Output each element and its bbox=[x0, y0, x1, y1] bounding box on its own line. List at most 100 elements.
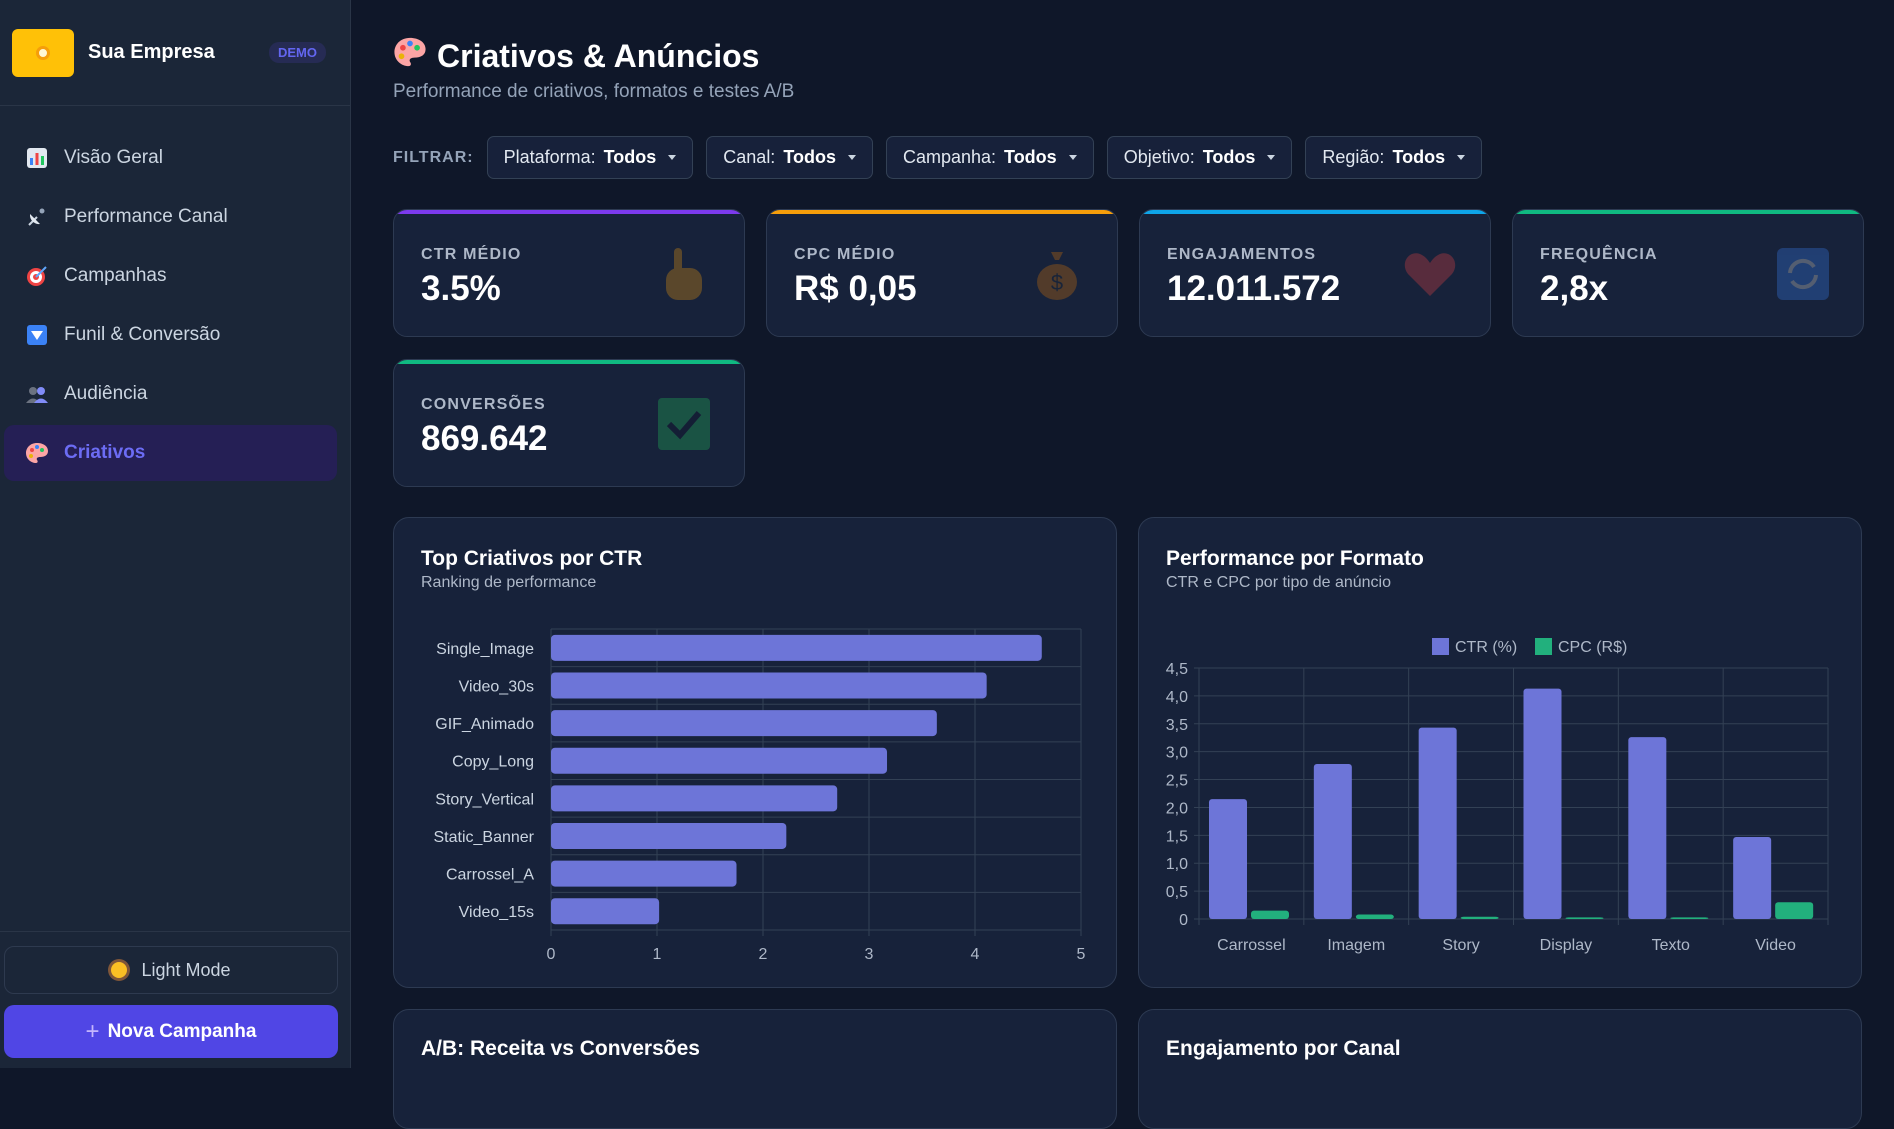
brand-logo-icon[interactable] bbox=[12, 28, 74, 77]
x-tick-label: 1 bbox=[653, 946, 662, 963]
light-mode-button[interactable]: Light Mode bbox=[4, 946, 338, 994]
x-tick-label: 5 bbox=[1077, 946, 1086, 963]
heart-icon bbox=[1402, 246, 1458, 302]
bar-chart-icon bbox=[24, 146, 50, 170]
category-label: Video_15s bbox=[459, 904, 534, 921]
category-label: Display bbox=[1540, 937, 1592, 954]
filter-objetivo[interactable]: Objetivo: Todos bbox=[1106, 136, 1293, 179]
sidebar-nav: Visão Geral Performance Canal Campanhas … bbox=[0, 106, 350, 481]
card-subtitle: Ranking de performance bbox=[421, 574, 597, 591]
cpc-bar bbox=[1460, 916, 1499, 919]
filter-label: FILTRAR: bbox=[393, 148, 474, 166]
sidebar-item-label: Visão Geral bbox=[64, 147, 163, 168]
kpi-label: CPC MÉDIO bbox=[794, 246, 896, 263]
x-tick-label: 3 bbox=[865, 946, 874, 963]
main-content: Criativos & Anúncios Performance de cria… bbox=[352, 0, 1894, 1129]
format-bar-chart: 0 0,5 1,0 1,5 2,0 2,5 3,0 3,5 4,0 4,5 Carrossel Ima… bbox=[1166, 638, 1829, 954]
y-tick-label: 2,0 bbox=[1166, 800, 1188, 817]
filter-name: Canal: bbox=[723, 147, 776, 167]
category-label: Copy_Long bbox=[452, 754, 534, 771]
category-label: Story_Vertical bbox=[435, 791, 534, 808]
ctr-bar bbox=[1628, 737, 1667, 919]
pointing-hand-icon bbox=[656, 246, 712, 302]
sidebar-item-label: Funil & Conversão bbox=[64, 324, 221, 345]
sidebar-footer: Light Mode + Nova Campanha bbox=[0, 931, 351, 1068]
chart-card-format: Performance por Formato CTR e CPC por ti… bbox=[1138, 517, 1862, 988]
category-label: Carrossel bbox=[1217, 937, 1285, 954]
ctr-bar bbox=[1523, 688, 1562, 919]
bar bbox=[551, 898, 660, 925]
sun-icon bbox=[111, 962, 128, 978]
legend-swatch bbox=[1535, 638, 1552, 655]
chevron-down-icon bbox=[1267, 155, 1276, 160]
page-title: Criativos & Anúncios bbox=[437, 37, 760, 74]
category-label: Video_30s bbox=[459, 678, 534, 695]
y-tick-label: 1,5 bbox=[1166, 828, 1188, 845]
chevron-down-icon bbox=[668, 155, 677, 160]
bar bbox=[551, 860, 737, 887]
y-tick-label: 3,5 bbox=[1166, 717, 1188, 734]
new-campaign-label: Nova Campanha bbox=[107, 1020, 257, 1042]
top-creatives-bar-chart: 0 1 2 3 4 5 Single_Image Video_30s GIF_Animado Co… bbox=[433, 628, 1086, 963]
legend-label: CTR (%) bbox=[1455, 639, 1517, 656]
card-title: Top Criativos por CTR bbox=[421, 547, 643, 570]
plus-icon: + bbox=[85, 1017, 100, 1045]
filter-value: Todos bbox=[1202, 147, 1256, 167]
filter-plataforma[interactable]: Plataforma: Todos bbox=[486, 136, 694, 179]
chart-card-ab-test: A/B: Receita vs Conversões bbox=[393, 1009, 1117, 1129]
card-title: A/B: Receita vs Conversões bbox=[421, 1037, 700, 1060]
light-mode-label: Light Mode bbox=[141, 959, 231, 980]
ctr-bar bbox=[1313, 763, 1352, 919]
sidebar-item-label: Campanhas bbox=[64, 265, 167, 286]
sidebar-item-audiencia[interactable]: Audiência bbox=[4, 366, 337, 422]
bar bbox=[551, 785, 838, 812]
bar bbox=[551, 634, 1042, 661]
card-subtitle: CTR e CPC por tipo de anúncio bbox=[1166, 574, 1391, 591]
chevron-down-icon bbox=[1457, 155, 1466, 160]
sidebar-item-visao-geral[interactable]: Visão Geral bbox=[4, 130, 337, 186]
chevron-down-icon bbox=[847, 155, 856, 160]
demo-badge: DEMO bbox=[269, 42, 326, 63]
kpi-label: CONVERSÕES bbox=[421, 396, 546, 413]
cpc-bar bbox=[1565, 917, 1604, 919]
bar bbox=[551, 672, 987, 699]
cpc-bar bbox=[1775, 902, 1814, 919]
funnel-down-icon bbox=[24, 323, 50, 347]
filter-value: Todos bbox=[603, 147, 657, 167]
sidebar: Sua Empresa DEMO Visão Geral Performance… bbox=[0, 0, 351, 1068]
filter-canal[interactable]: Canal: Todos bbox=[706, 136, 873, 179]
filter-value: Todos bbox=[1392, 147, 1446, 167]
category-label: Story bbox=[1442, 937, 1479, 954]
sidebar-item-performance-canal[interactable]: Performance Canal bbox=[4, 189, 337, 245]
category-label: GIF_Animado bbox=[435, 716, 534, 733]
category-label: Imagem bbox=[1327, 937, 1385, 954]
people-icon bbox=[24, 382, 50, 406]
sidebar-item-criativos[interactable]: Criativos bbox=[4, 425, 337, 481]
category-label: Static_Banner bbox=[433, 829, 534, 846]
card-title: Engajamento por Canal bbox=[1166, 1037, 1401, 1060]
filter-regiao[interactable]: Região: Todos bbox=[1305, 136, 1483, 179]
bar bbox=[551, 822, 787, 849]
legend-swatch bbox=[1432, 638, 1449, 655]
kpi-card-ctr: CTR MÉDIO 3.5% bbox=[393, 209, 745, 337]
card-title: Performance por Formato bbox=[1166, 547, 1424, 570]
sidebar-item-label: Audiência bbox=[64, 383, 148, 404]
ctr-bar bbox=[1733, 837, 1772, 919]
kpi-card-engajamentos: ENGAJAMENTOS 12.011.572 bbox=[1139, 209, 1491, 337]
satellite-icon bbox=[24, 205, 50, 229]
filter-name: Campanha: bbox=[902, 147, 997, 167]
palette-icon bbox=[24, 441, 50, 465]
ctr-bar bbox=[1209, 799, 1247, 919]
y-tick-label: 4,0 bbox=[1166, 689, 1188, 706]
sidebar-item-campanhas[interactable]: Campanhas bbox=[4, 248, 337, 304]
sidebar-item-funil-conversao[interactable]: Funil & Conversão bbox=[4, 307, 337, 363]
kpi-label: FREQUÊNCIA bbox=[1540, 246, 1658, 263]
filter-value: Todos bbox=[783, 147, 836, 167]
y-tick-label: 3,0 bbox=[1166, 745, 1188, 762]
filter-campanha[interactable]: Campanha: Todos bbox=[885, 136, 1094, 179]
page-header: Criativos & Anúncios bbox=[393, 36, 759, 76]
new-campaign-button[interactable]: + Nova Campanha bbox=[4, 1005, 338, 1058]
filter-bar: FILTRAR: Plataforma: Todos Canal: Todos … bbox=[393, 136, 1495, 179]
chart-card-top-creatives: Top Criativos por CTR Ranking de perform… bbox=[393, 517, 1117, 988]
category-label: Single_Image bbox=[436, 641, 534, 658]
